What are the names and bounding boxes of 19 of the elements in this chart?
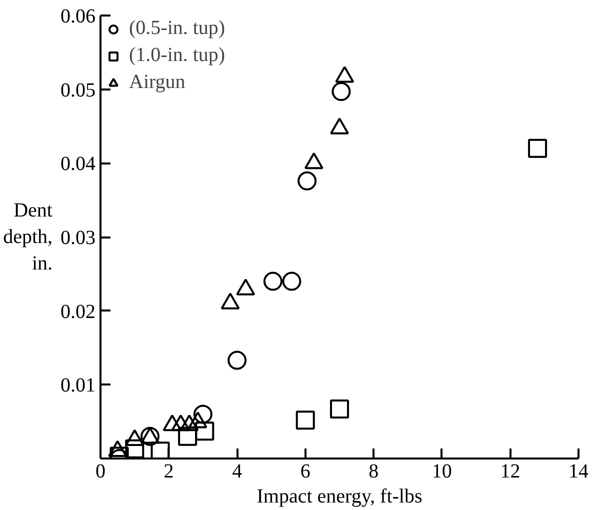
x-tick-label: 6 [300,460,310,482]
legend-label: (1.0-in. tup) [129,44,226,67]
x-axis-title: Impact energy, ft-lbs [256,486,422,508]
x-tick-label: 4 [232,460,242,482]
x-tick-label: 8 [368,460,379,482]
x-tick-label: 2 [164,460,174,482]
y-tick-label: 0.06 [60,6,96,28]
y-tick-label: 0.03 [60,227,96,249]
y-tick-label: 0.01 [60,374,96,397]
x-tick-label: 10 [432,460,452,482]
x-tick-label: 12 [500,460,520,482]
legend-label: Airgun [129,71,186,94]
y-axis-title: Dent depth, in. [3,200,53,274]
y-tick-label: 0.04 [60,153,96,176]
y-tick-label: 0.05 [60,79,96,102]
legend-label: (0.5-in. tup) [129,17,226,40]
x-tick-label: 0 [96,460,106,482]
y-tick-label: 0.02 [60,300,96,323]
x-tick-label: 14 [568,460,588,482]
